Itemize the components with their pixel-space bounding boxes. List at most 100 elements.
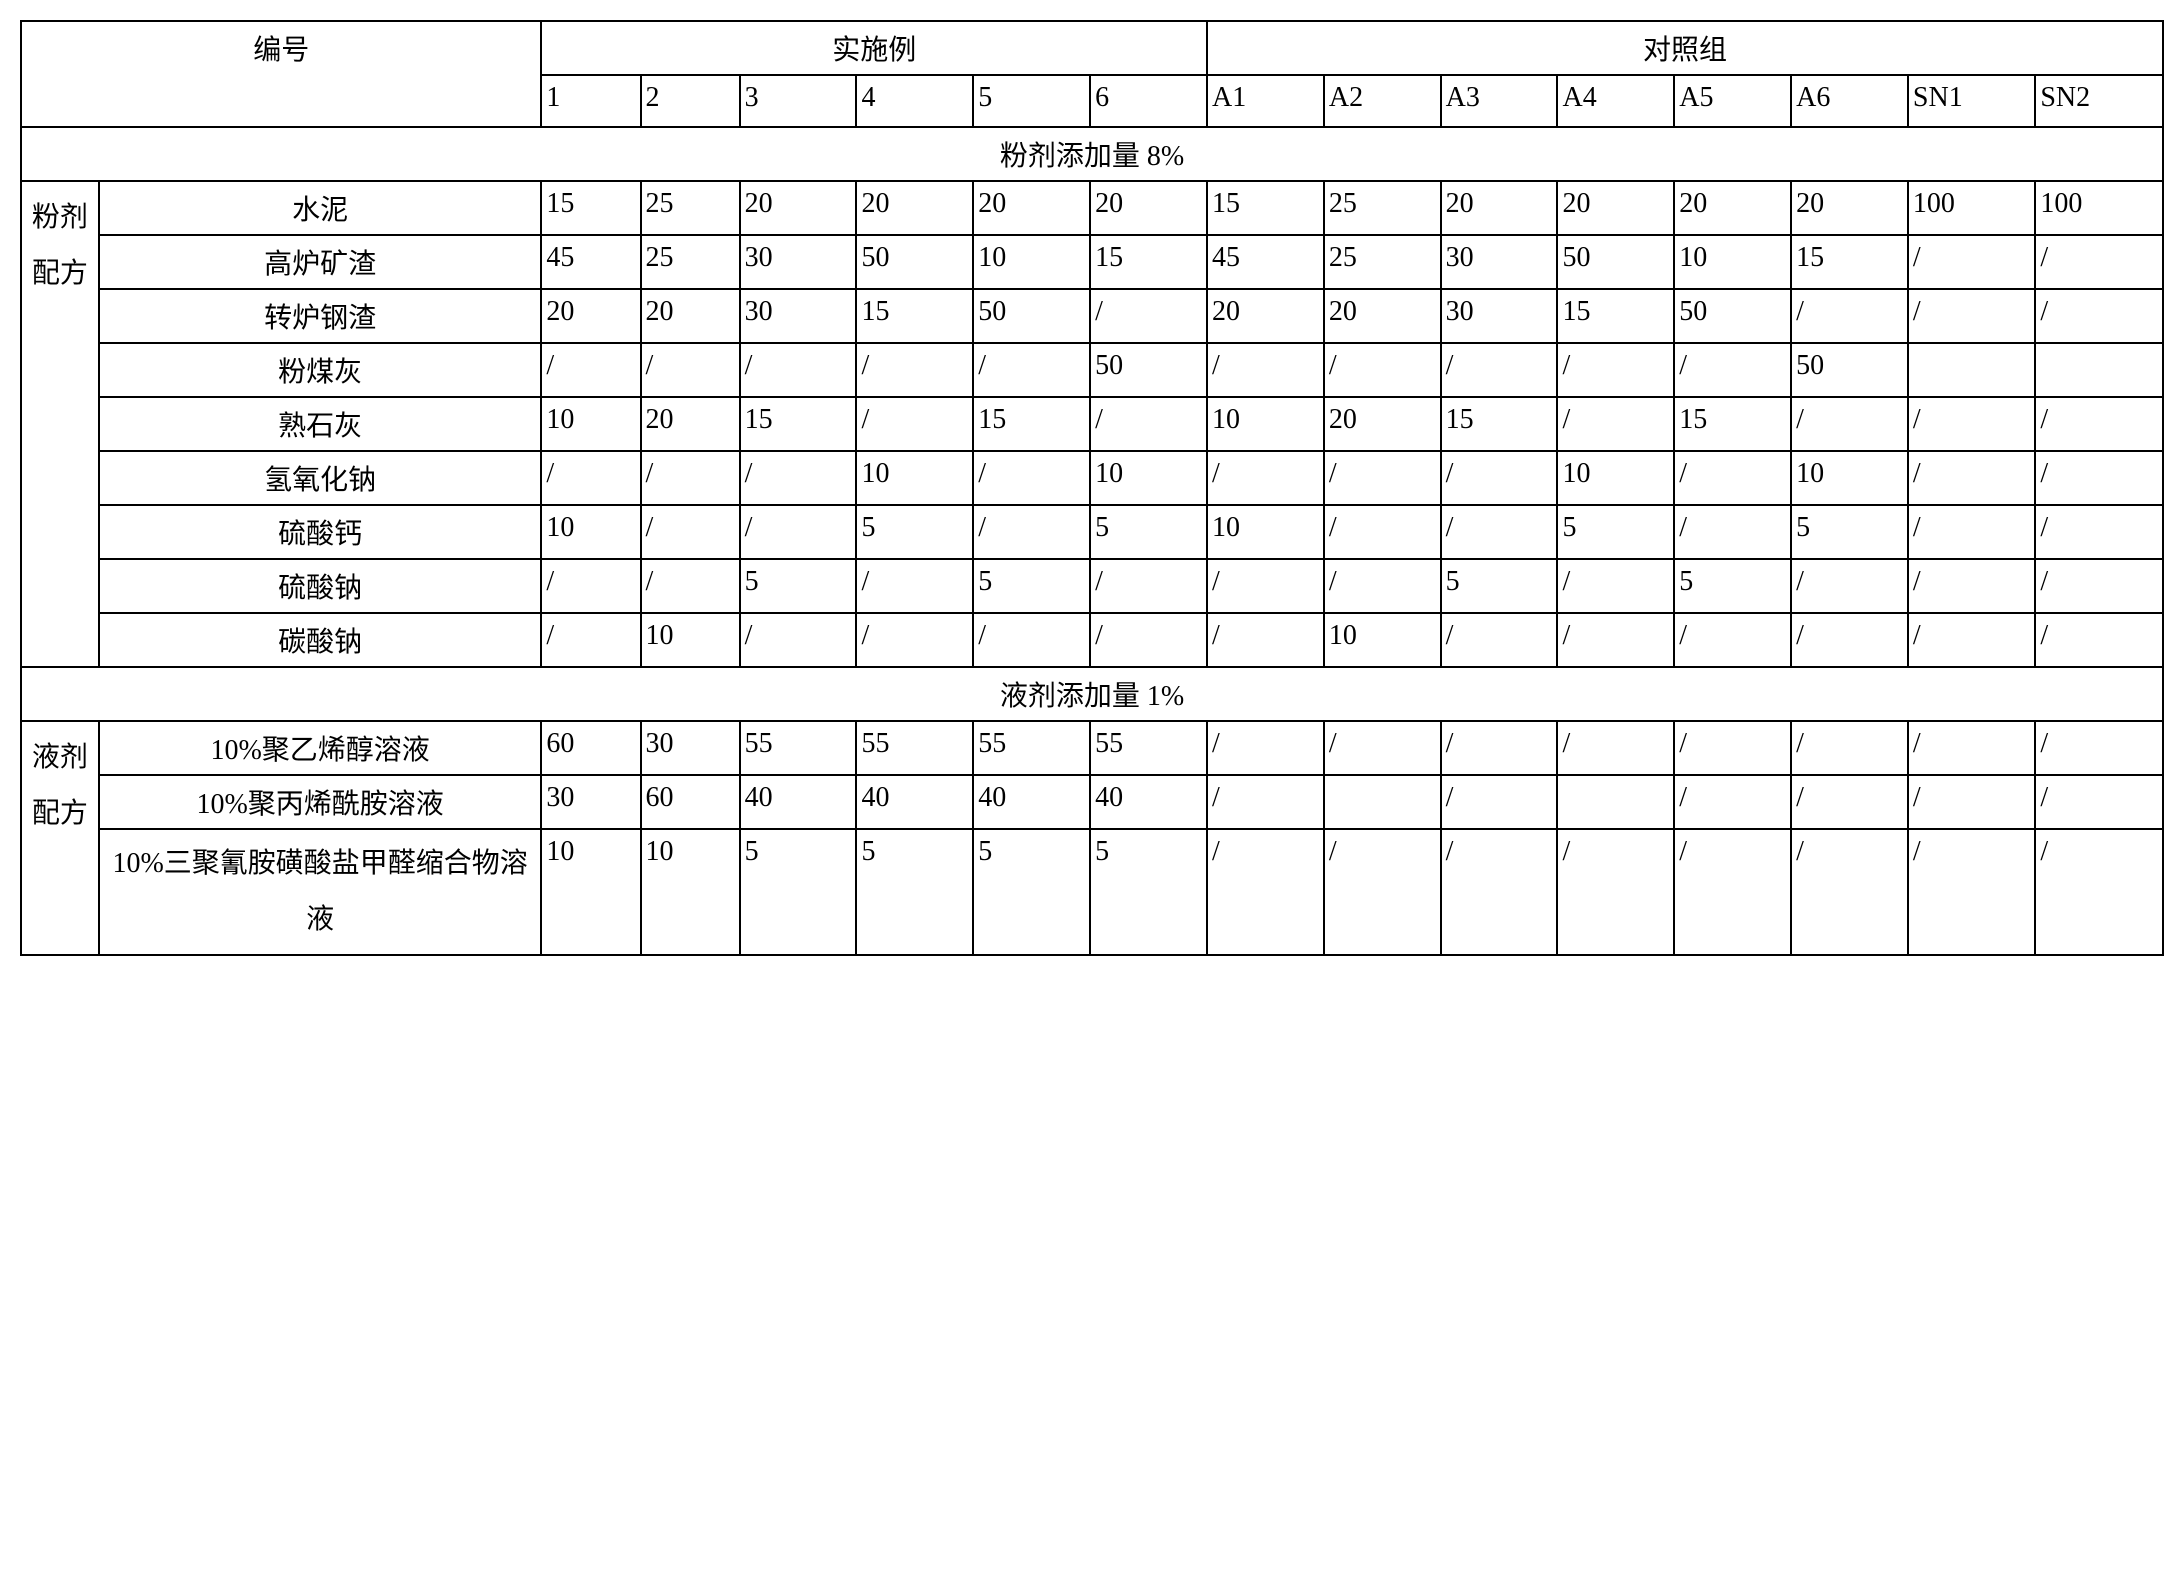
cell: 5	[1674, 559, 1791, 613]
cell: /	[541, 613, 640, 667]
cell: 50	[1557, 235, 1674, 289]
cell: /	[1441, 505, 1558, 559]
row-name: 10%聚乙烯醇溶液	[99, 721, 542, 775]
cell: /	[1908, 613, 2035, 667]
cell: 20	[1090, 181, 1207, 235]
cell: 10	[1557, 451, 1674, 505]
cell: /	[856, 613, 973, 667]
cell: /	[641, 343, 740, 397]
cell: /	[1674, 343, 1791, 397]
cell: 20	[740, 181, 857, 235]
table-row: 10%三聚氰胺磺酸盐甲醛缩合物溶液 10 10 5 5 5 5 / / / / …	[21, 829, 2163, 955]
cell: /	[641, 505, 740, 559]
cell: /	[1324, 343, 1441, 397]
cell: /	[740, 613, 857, 667]
cell: 10	[1674, 235, 1791, 289]
cell: /	[2035, 775, 2163, 829]
cell: 60	[541, 721, 640, 775]
cell: /	[1207, 721, 1324, 775]
cell: /	[1207, 829, 1324, 955]
cell: /	[1908, 505, 2035, 559]
cell: /	[541, 451, 640, 505]
cell: 5	[856, 505, 973, 559]
cell: 10	[541, 829, 640, 955]
cell: /	[1791, 775, 1908, 829]
cell: /	[1908, 289, 2035, 343]
cell: 25	[1324, 181, 1441, 235]
cell	[1908, 343, 2035, 397]
cell: /	[541, 343, 640, 397]
cell: 20	[1557, 181, 1674, 235]
cell: 100	[2035, 181, 2163, 235]
row-name: 水泥	[99, 181, 542, 235]
cell: /	[1791, 559, 1908, 613]
cell: 20	[1674, 181, 1791, 235]
cell: 20	[641, 289, 740, 343]
cell: /	[1324, 559, 1441, 613]
row-name: 硫酸钙	[99, 505, 542, 559]
example-header: 实施例	[541, 21, 1207, 75]
cell	[2035, 343, 2163, 397]
cell: /	[2035, 235, 2163, 289]
cell: 15	[1441, 397, 1558, 451]
cell: /	[973, 613, 1090, 667]
cell: 10	[1207, 397, 1324, 451]
cell: /	[1441, 829, 1558, 955]
cell: 50	[1791, 343, 1908, 397]
cell: 30	[641, 721, 740, 775]
cell: 60	[641, 775, 740, 829]
cell: 40	[973, 775, 1090, 829]
cell: 15	[1090, 235, 1207, 289]
cell: /	[1090, 397, 1207, 451]
cell: /	[2035, 613, 2163, 667]
cell: 55	[740, 721, 857, 775]
cell: 15	[856, 289, 973, 343]
cell: 10	[541, 397, 640, 451]
cell: /	[1324, 829, 1441, 955]
cell: 15	[1207, 181, 1324, 235]
liquid-vertical-label: 液剂配方	[21, 721, 99, 955]
cell: /	[1557, 829, 1674, 955]
cell: 5	[1791, 505, 1908, 559]
cell: /	[1207, 451, 1324, 505]
col-header: A6	[1791, 75, 1908, 127]
liquid-section-header: 液剂添加量 1%	[21, 667, 2163, 721]
cell: 15	[1791, 235, 1908, 289]
cell: 55	[856, 721, 973, 775]
table-row: 硫酸钙 10 / / 5 / 5 10 / / 5 / 5 / /	[21, 505, 2163, 559]
cell: /	[1207, 613, 1324, 667]
row-name: 高炉矿渣	[99, 235, 542, 289]
cell: /	[1557, 559, 1674, 613]
col-header: SN2	[2035, 75, 2163, 127]
cell: /	[856, 397, 973, 451]
table-row: 氢氧化钠 / / / 10 / 10 / / / 10 / 10 / /	[21, 451, 2163, 505]
cell: /	[740, 505, 857, 559]
cell: /	[1908, 451, 2035, 505]
cell: 15	[740, 397, 857, 451]
cell: 15	[973, 397, 1090, 451]
cell: /	[641, 559, 740, 613]
cell: /	[1557, 397, 1674, 451]
cell: /	[1908, 721, 2035, 775]
col-header: A4	[1557, 75, 1674, 127]
col-header: 3	[740, 75, 857, 127]
cell: 15	[1557, 289, 1674, 343]
cell: 25	[641, 181, 740, 235]
cell: /	[1674, 829, 1791, 955]
id-header: 编号	[21, 21, 541, 127]
row-name: 粉煤灰	[99, 343, 542, 397]
cell: /	[1324, 721, 1441, 775]
cell: 25	[641, 235, 740, 289]
cell: /	[2035, 505, 2163, 559]
cell: 20	[973, 181, 1090, 235]
table-row: 硫酸钠 / / 5 / 5 / / / 5 / 5 / / /	[21, 559, 2163, 613]
cell: /	[1674, 613, 1791, 667]
cell: /	[1908, 775, 2035, 829]
cell: 30	[1441, 235, 1558, 289]
cell: 45	[1207, 235, 1324, 289]
cell: 20	[1324, 397, 1441, 451]
cell: 45	[541, 235, 640, 289]
cell: 50	[856, 235, 973, 289]
cell: 40	[740, 775, 857, 829]
cell: /	[1791, 289, 1908, 343]
